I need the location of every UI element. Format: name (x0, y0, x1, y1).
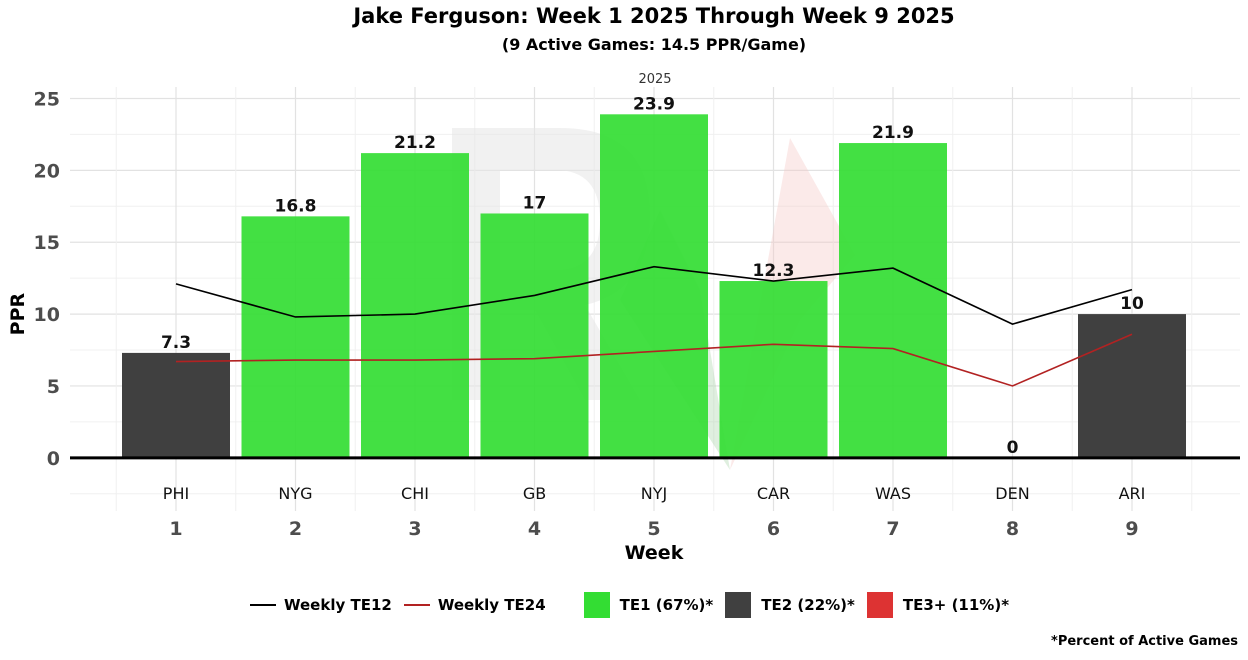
opponent-label: ARI (1119, 484, 1146, 503)
bar-week-7 (839, 143, 947, 458)
x-tick-label: 5 (647, 518, 660, 540)
x-tick-label: 9 (1125, 518, 1138, 540)
bar-value-label: 21.2 (394, 133, 436, 153)
y-tick-label: 10 (34, 304, 60, 326)
y-tick-label: 0 (47, 448, 60, 470)
bar-week-6 (719, 281, 828, 458)
facet-label: 2025 (638, 72, 671, 87)
x-tick-label: 8 (1006, 518, 1019, 540)
x-tick-label: 2 (289, 518, 302, 540)
bar-week-2 (241, 216, 350, 458)
legend-te12-label: Weekly TE12 (284, 596, 392, 614)
x-tick-label: 7 (886, 518, 899, 540)
bar-week-5 (600, 114, 708, 458)
y-tick-label: 5 (47, 376, 60, 398)
y-tick-label: 15 (34, 232, 60, 254)
bar-value-label: 0 (1007, 438, 1019, 458)
legend-te2-label: TE2 (22%)* (761, 596, 855, 614)
bar-week-9 (1078, 314, 1186, 458)
opponent-label: CHI (401, 484, 429, 503)
opponent-label: GB (523, 484, 546, 503)
opponent-label: CAR (757, 484, 790, 503)
legend-te12-swatch (250, 604, 276, 606)
x-tick-label: 4 (528, 518, 541, 540)
bar-value-label: 10 (1120, 294, 1144, 314)
legend-te1-swatch (583, 592, 610, 618)
x-tick-label: 6 (767, 518, 780, 540)
x-tick-label: 1 (169, 518, 182, 540)
legend-te2-swatch (725, 592, 752, 618)
bar-value-label: 12.3 (753, 261, 795, 281)
bar-value-label: 7.3 (161, 333, 191, 353)
legend-te3-swatch (866, 592, 893, 618)
opponent-label: PHI (163, 484, 189, 503)
chart-subtitle: (9 Active Games: 14.5 PPR/Game) (501, 35, 807, 54)
bar-week-3 (361, 153, 469, 458)
x-tick-label: 3 (408, 518, 421, 540)
legend-te24-label: Weekly TE24 (437, 596, 546, 614)
te24-line (175, 333, 1133, 387)
y-tick-label: 20 (34, 160, 60, 182)
chart-title: Jake Ferguson: Week 1 2025 Through Week … (353, 4, 955, 28)
opponent-label: NYG (278, 484, 312, 503)
opponent-label: DEN (995, 484, 1029, 503)
legend-item-te1: TE1 (67%)* (583, 592, 714, 618)
legend-item-te2: TE2 (22%)* (725, 592, 855, 618)
legend-item-te12: Weekly TE12 (250, 596, 392, 614)
legend-item-te24: Weekly TE24 (403, 596, 546, 614)
opponent-label: WAS (875, 484, 911, 503)
bar-value-label: 23.9 (633, 94, 675, 114)
legend: Weekly TE12 Weekly TE24 TE1 (67%)* TE2 (… (250, 592, 1021, 618)
legend-te1-label: TE1 (67%)* (619, 596, 714, 614)
te12-line (175, 265, 1133, 326)
y-axis-title: PPR (7, 292, 29, 335)
bar-value-label: 16.8 (275, 196, 317, 216)
bar-value-label: 21.9 (872, 123, 914, 143)
legend-item-te3: TE3+ (11%)* (866, 592, 1010, 618)
footnote: *Percent of Active Games (1051, 634, 1238, 649)
y-tick-label: 25 (34, 88, 60, 110)
bar-week-1 (122, 352, 230, 458)
legend-te24-swatch (403, 604, 430, 606)
bar-week-4 (480, 213, 589, 458)
bar-value-label: 17 (523, 193, 547, 213)
x-axis-title: Week (625, 542, 684, 564)
opponent-label: NYJ (641, 484, 667, 503)
legend-te3-label: TE3+ (11%)* (902, 596, 1010, 614)
